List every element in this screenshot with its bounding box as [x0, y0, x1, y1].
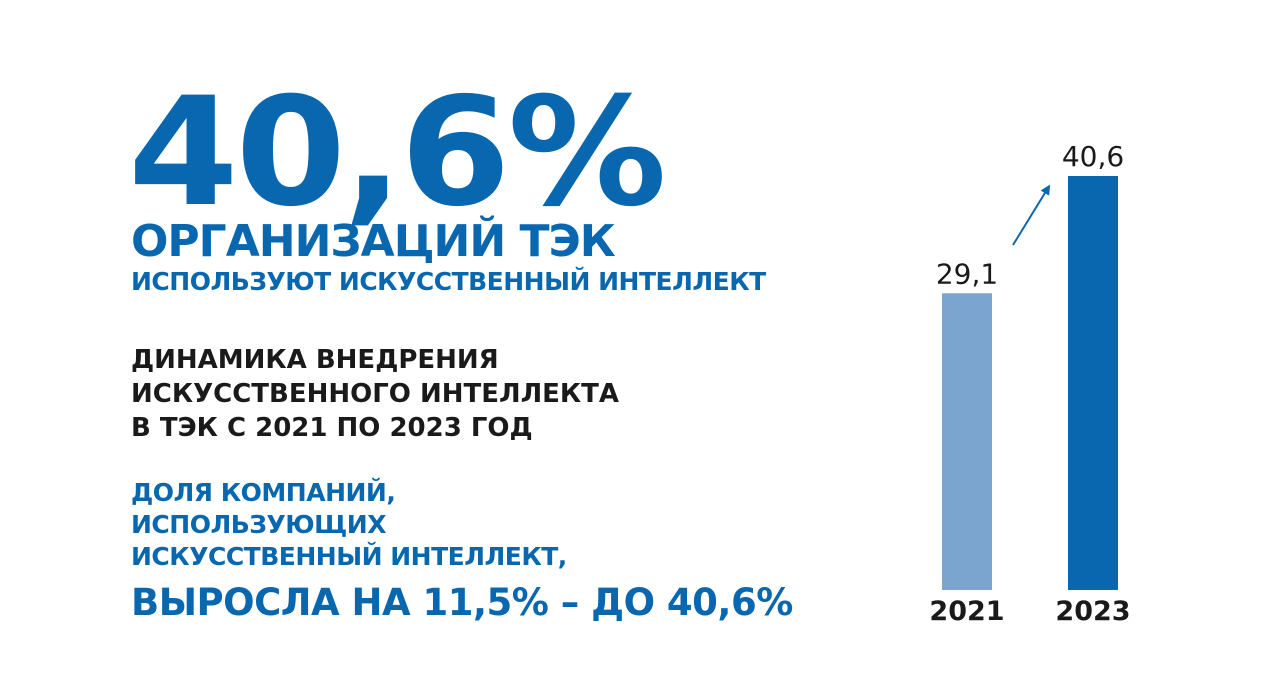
headline-percent: 40,6%	[128, 66, 667, 240]
bar-2021	[942, 293, 992, 590]
year-label-2021: 2021	[929, 596, 1004, 627]
year-label-2023: 2023	[1055, 596, 1130, 627]
value-label-2023: 40,6	[1062, 140, 1124, 173]
dynamics-line: В ТЭК С 2021 ПО 2023 ГОД	[131, 413, 533, 443]
dynamics-line: ИСКУССТВЕННОГО ИНТЕЛЛЕКТА	[131, 379, 620, 409]
bars-layer: 29,1 2021 40,6 2023	[929, 140, 1130, 627]
share-line: ДОЛЯ КОМПАНИЙ,	[131, 478, 396, 507]
headline-subtitle: ИСПОЛЬЗУЮТ ИСКУССТВЕННЫЙ ИНТЕЛЛЕКТ	[131, 267, 766, 296]
value-label-2021: 29,1	[936, 257, 998, 290]
trend-arrow-icon	[1012, 184, 1051, 246]
bar-chart: 29,1 2021 40,6 2023	[929, 140, 1130, 627]
share-line: ИСПОЛЬЗУЮЩИХ	[131, 510, 386, 539]
share-text: ДОЛЯ КОМПАНИЙ, ИСПОЛЬЗУЮЩИХ ИСКУССТВЕННЫ…	[131, 477, 567, 573]
bar-2023	[1068, 176, 1118, 590]
growth-text: ВЫРОСЛА НА 11,5% – ДО 40,6%	[131, 581, 793, 624]
share-line: ИСКУССТВЕННЫЙ ИНТЕЛЛЕКТ,	[131, 542, 567, 571]
dynamics-line: ДИНАМИКА ВНЕДРЕНИЯ	[131, 345, 499, 375]
headline-title: ОРГАНИЗАЦИЙ ТЭК	[131, 216, 616, 267]
dynamics-text: ДИНАМИКА ВНЕДРЕНИЯ ИСКУССТВЕННОГО ИНТЕЛЛ…	[131, 343, 619, 445]
